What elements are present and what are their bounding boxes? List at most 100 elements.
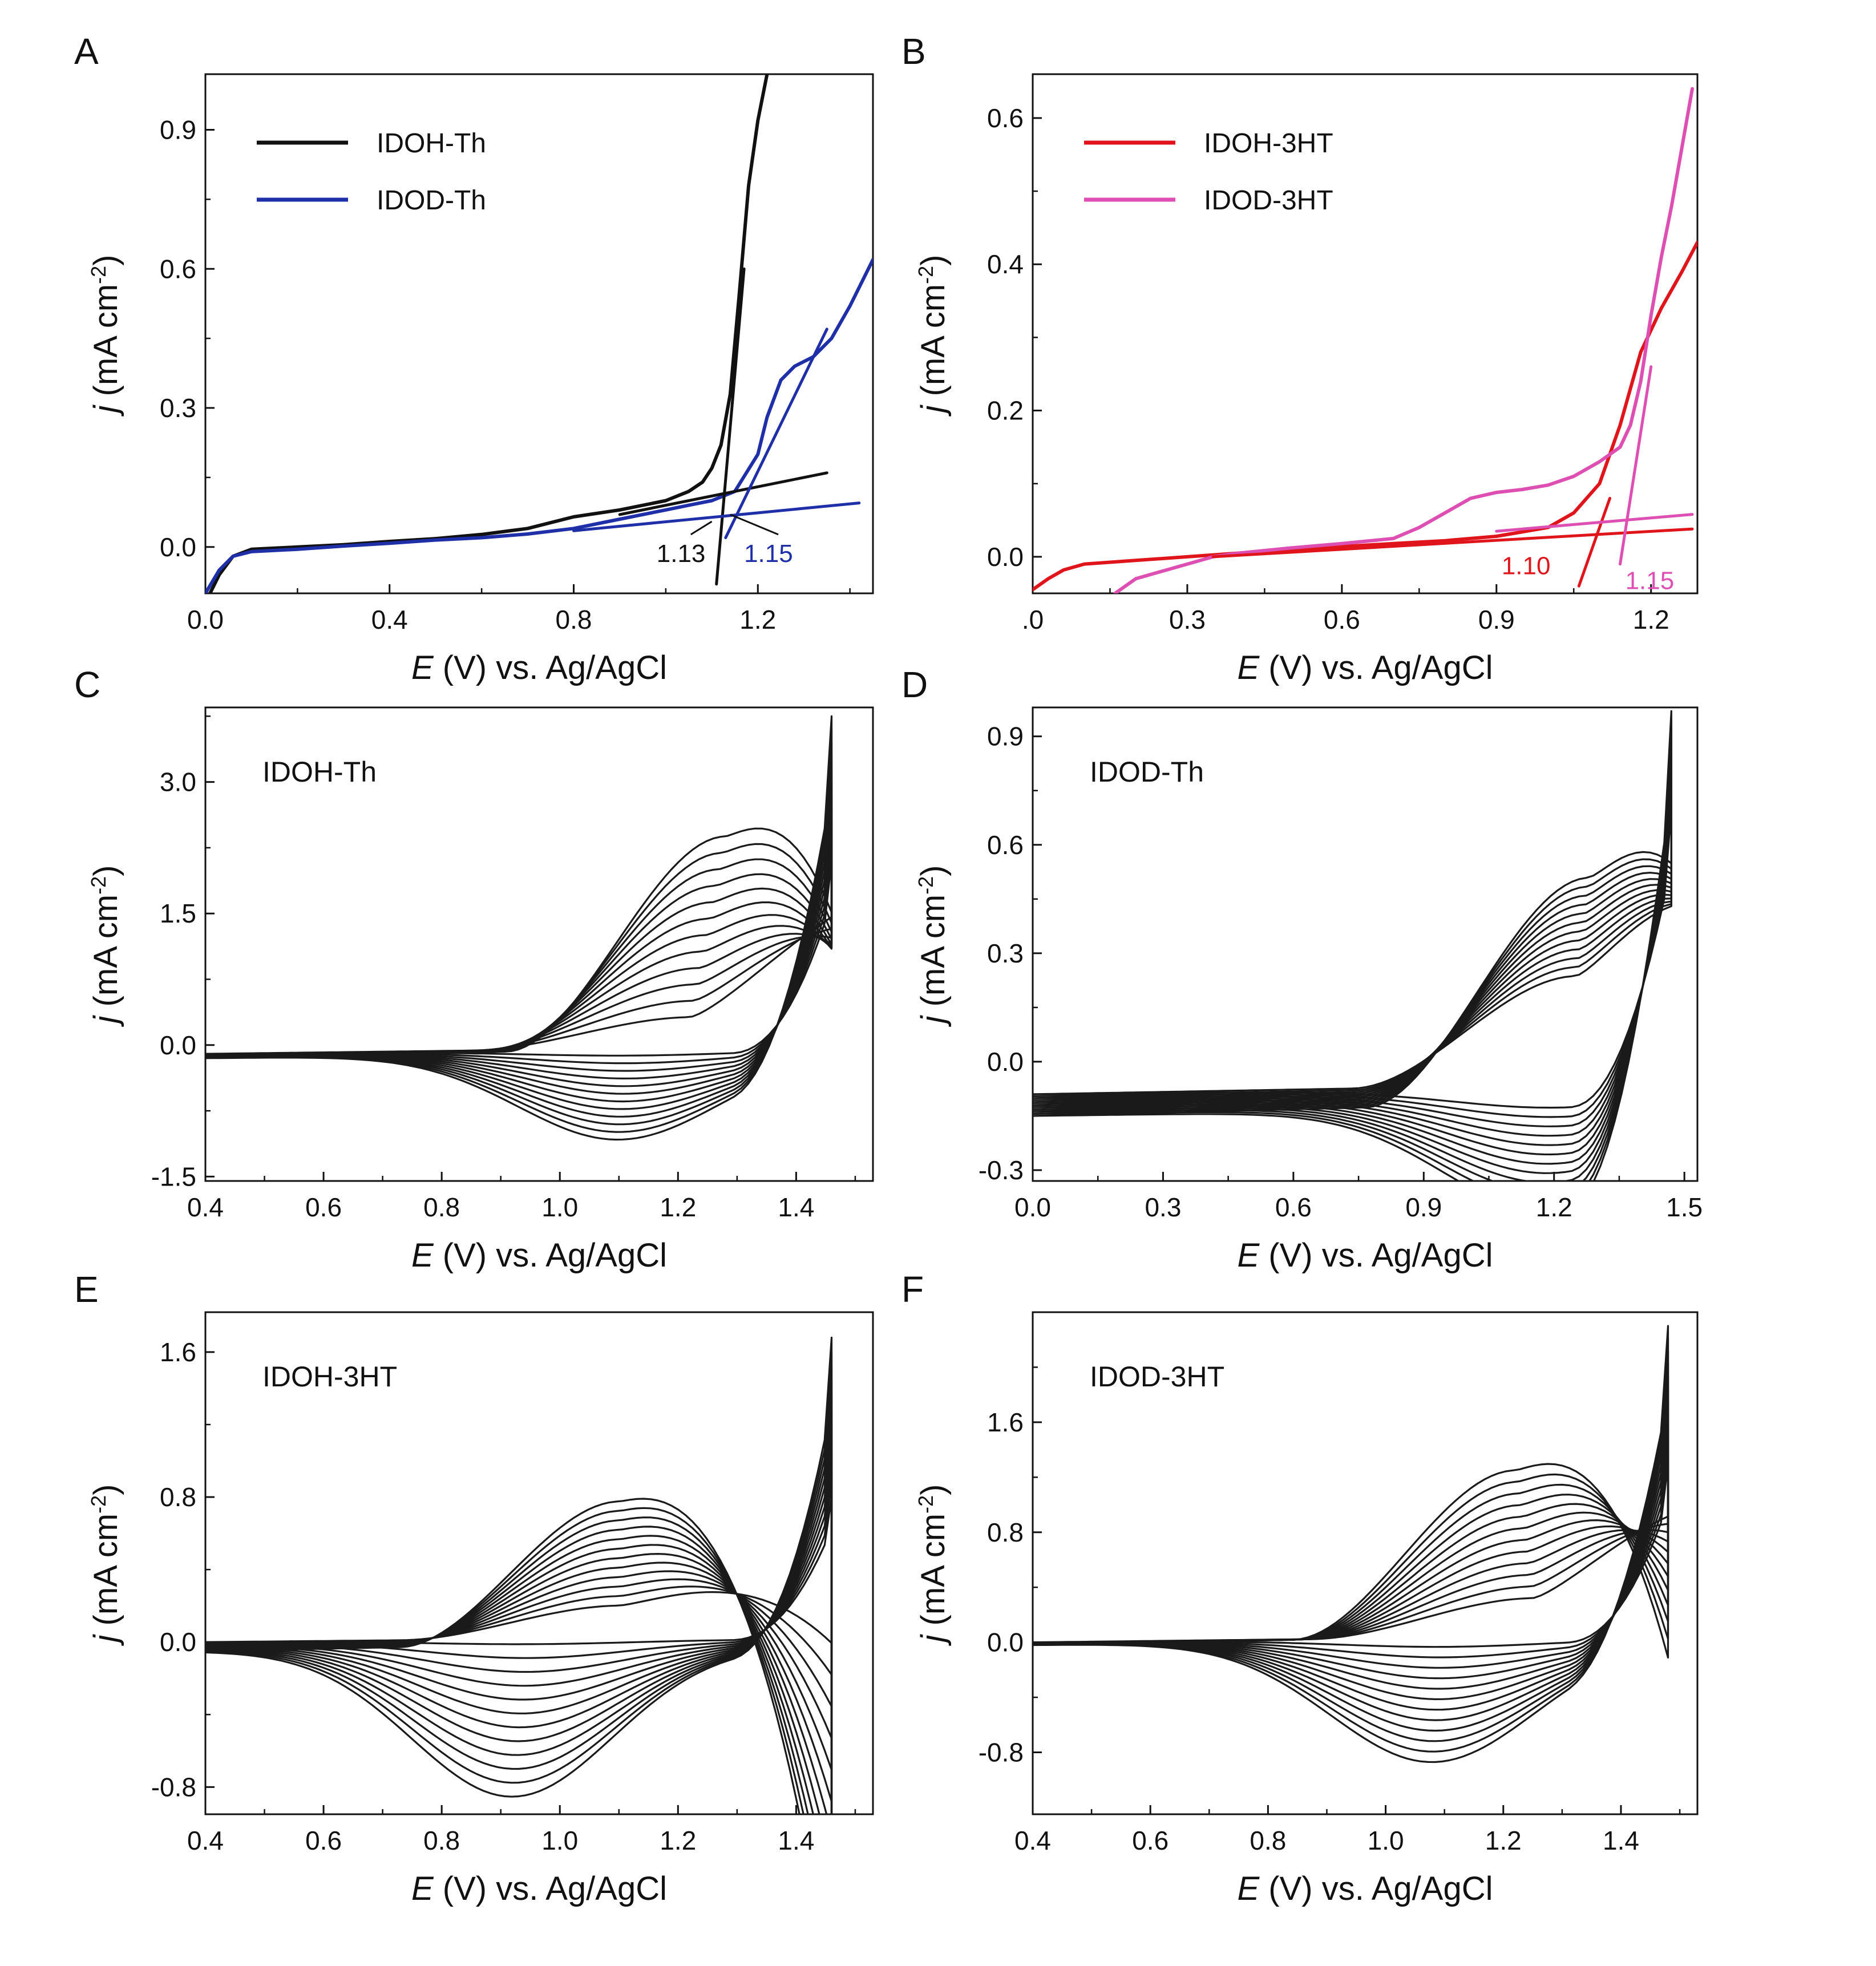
x-axis-label: E (V) vs. Ag/AgCl	[1237, 1870, 1493, 1907]
x-tick-label: 1.0	[541, 1826, 578, 1855]
y-axis-label: j (mA cm-2)	[914, 1484, 952, 1647]
tangent-line	[1495, 513, 1694, 533]
y-tick-label: 0.8	[987, 1518, 1024, 1547]
x-axis-label: E (V) vs. Ag/AgCl	[411, 649, 667, 686]
y-tick-label: 0.3	[160, 393, 196, 423]
cv-cycle-line	[205, 1336, 833, 1814]
plot-area	[1033, 710, 1672, 1181]
y-tick-label: -1.5	[151, 1162, 196, 1191]
x-tick-label: 0.0	[1014, 1192, 1051, 1222]
panel-label: E	[74, 1269, 99, 1310]
legend-label: IDOD-3HT	[1204, 185, 1333, 216]
x-tick-label: 0.4	[187, 1192, 224, 1222]
x-tick-label: 1.2	[660, 1192, 696, 1222]
y-tick-label: 0.8	[160, 1482, 196, 1512]
plot-frame	[1032, 1311, 1699, 1815]
x-tick-label: 0.6	[305, 1192, 342, 1222]
x-tick-label: 1.5	[1666, 1192, 1703, 1222]
plot-area	[1033, 1325, 1669, 1763]
series-line	[205, 258, 873, 593]
y-tick-label: 0.0	[987, 542, 1024, 572]
cv-cycle-line	[205, 715, 833, 1141]
onset-annotation: 1.10	[1502, 552, 1551, 580]
y-tick-label: 0.9	[987, 722, 1024, 751]
sample-label: IDOD-3HT	[1090, 1361, 1224, 1393]
y-tick-label: 0.2	[987, 396, 1024, 426]
plot-area	[205, 1336, 833, 1814]
onset-annotation: 1.15	[1626, 567, 1675, 594]
annotation-arrow	[730, 513, 779, 536]
onset-annotation: 1.13	[657, 540, 706, 568]
x-tick-label: 1.0	[1368, 1826, 1404, 1855]
series-line	[1033, 240, 1697, 592]
legend-label: IDOH-Th	[377, 128, 486, 159]
x-tick-label: 1.4	[778, 1826, 814, 1855]
y-tick-label: 0.0	[160, 1627, 196, 1657]
sample-label: IDOH-3HT	[262, 1361, 397, 1393]
y-tick-label: 1.6	[987, 1407, 1024, 1437]
x-tick-label: 0.6	[305, 1826, 342, 1855]
panel-A: 0.0 0.4 0.8 1.2 0.0 0.3 0.6 0.9 A E (V) vs. Ag/Ag…	[74, 31, 874, 686]
y-tick-label: 0.4	[987, 249, 1024, 279]
legend-label: IDOH-3HT	[1204, 128, 1333, 159]
x-tick-label: 0.8	[423, 1192, 460, 1222]
panel-F: 0.4 0.6 0.8 1.0 1.2 1.4 -0.8 0.0 0.8 1.6 F E (V) vs…	[901, 1269, 1699, 1907]
cv-cycle-line	[1033, 710, 1672, 1181]
x-tick-label: 0.4	[187, 1826, 224, 1855]
x-tick-label: 1.2	[1536, 1192, 1572, 1222]
tangent-line	[1577, 496, 1611, 588]
tangent-line	[724, 327, 828, 539]
panel-label: C	[74, 664, 100, 705]
x-tick-label: 1.2	[1633, 605, 1669, 634]
panel-label: B	[901, 31, 926, 72]
x-tick-label: 0.9	[1405, 1192, 1442, 1222]
panel-label: D	[901, 664, 928, 705]
x-tick-label: 1.4	[1603, 1826, 1639, 1855]
y-tick-label: 1.6	[160, 1337, 196, 1367]
y-axis-label: j (mA cm-2)	[914, 865, 952, 1028]
tangent-line	[1211, 527, 1694, 559]
y-tick-label: 0.0	[160, 532, 196, 562]
x-tick-label: 0.0	[187, 605, 224, 634]
x-axis-label: E (V) vs. Ag/AgCl	[411, 1237, 667, 1274]
x-tick-label: 0.6	[1132, 1826, 1169, 1855]
y-tick-label: 0.0	[160, 1030, 196, 1060]
x-tick-label: 1.2	[660, 1826, 696, 1855]
y-tick-label: 0.6	[160, 254, 196, 284]
y-axis-label: j (mA cm-2)	[87, 865, 125, 1028]
y-tick-label: -0.8	[979, 1738, 1024, 1767]
x-tick-label: 1.2	[739, 605, 776, 634]
plot-area	[205, 74, 873, 593]
panel-B: .0 0.3 0.6 0.9 1.2 0.0 0.2 0.4 0.6 B E (V) vs. Ag/…	[901, 31, 1699, 686]
x-tick-label: 0.3	[1145, 1192, 1181, 1222]
plot-area	[1033, 87, 1697, 593]
x-tick-label: 0.9	[1478, 605, 1515, 634]
x-tick-label: 0.8	[556, 605, 592, 634]
panel-E: 0.4 0.6 0.8 1.0 1.2 1.4 -0.8 0.0 0.8 1.6 E E (V) vs…	[74, 1269, 874, 1907]
panel-C: 0.4 0.6 0.8 1.0 1.2 1.4 -1.5 0.0 1.5 3.0 C E (V) vs…	[74, 664, 874, 1274]
sample-label: IDOH-Th	[262, 756, 377, 788]
y-axis-label: j (mA cm-2)	[87, 1484, 125, 1647]
y-tick-label: -0.8	[151, 1772, 196, 1802]
legend-label: IDOD-Th	[377, 185, 486, 216]
x-axis-label: E (V) vs. Ag/AgCl	[1237, 649, 1493, 686]
panel-label: A	[74, 31, 99, 72]
x-tick-label: 0.4	[1014, 1826, 1051, 1855]
y-tick-label: 0.6	[987, 103, 1024, 133]
cv-cycle-line	[1033, 1325, 1669, 1763]
x-tick-label: 0.8	[1250, 1826, 1286, 1855]
panel-D: 0.0 0.3 0.6 0.9 1.2 1.5 -0.3 0.0 0.3 0.6 0.9 D E (V)…	[901, 664, 1703, 1274]
x-tick-label: 0.6	[1324, 605, 1360, 634]
x-axis-label: E (V) vs. Ag/AgCl	[411, 1870, 667, 1907]
x-tick-label: 1.4	[778, 1192, 814, 1222]
y-tick-label: 0.6	[987, 830, 1024, 860]
tangent-line	[715, 267, 746, 586]
plot-frame	[204, 73, 874, 594]
y-tick-label: 0.9	[160, 115, 196, 145]
x-tick-label: 1.0	[541, 1192, 578, 1222]
y-tick-label: 0.0	[987, 1047, 1024, 1077]
y-axis-label: j (mA cm-2)	[87, 255, 125, 417]
x-tick-label: 0.6	[1275, 1192, 1312, 1222]
y-tick-label: 1.5	[160, 899, 196, 928]
